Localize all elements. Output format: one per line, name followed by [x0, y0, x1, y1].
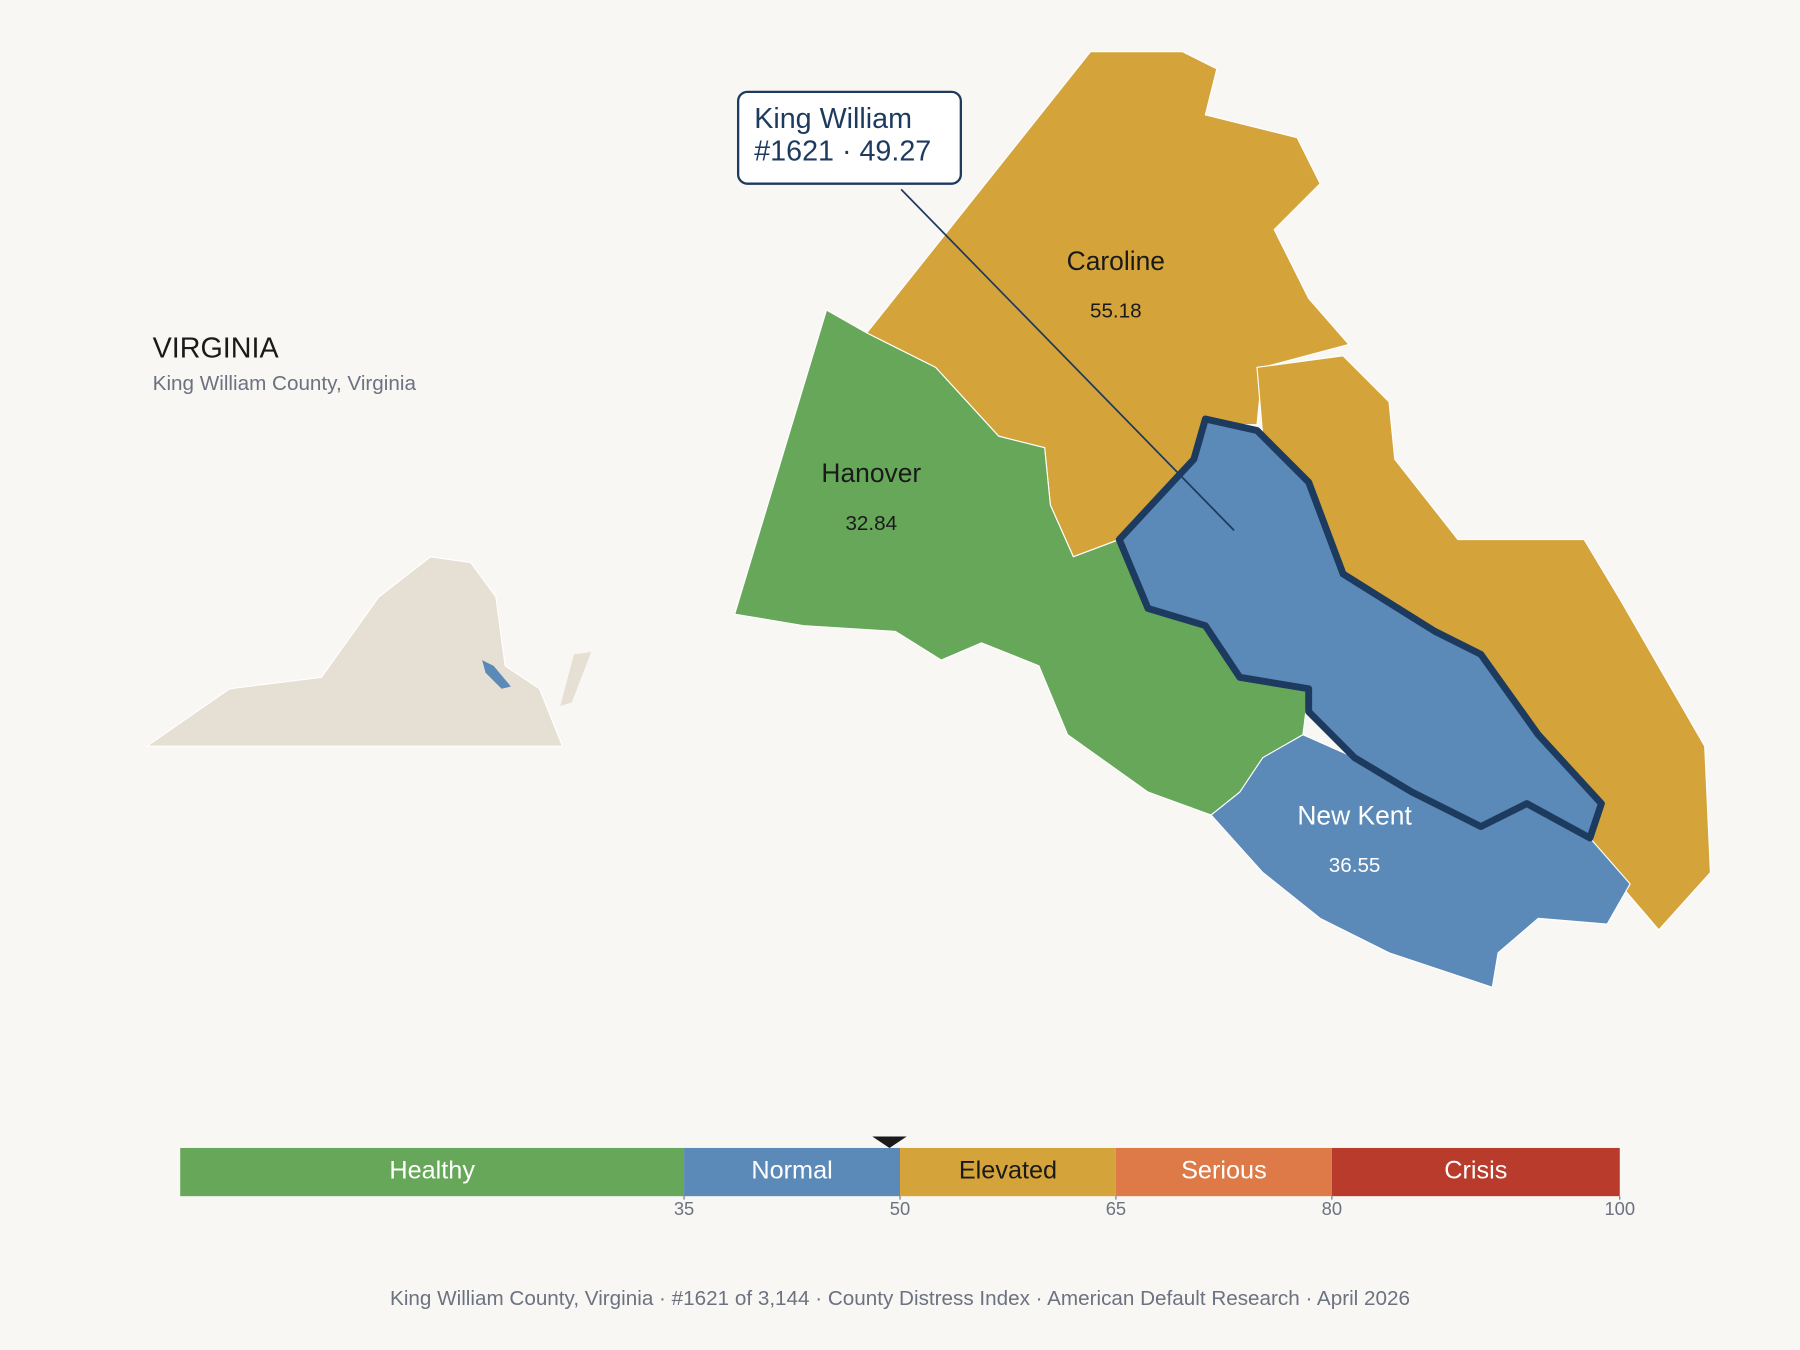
- tick-label: 80: [1322, 1198, 1342, 1219]
- band-label: Crisis: [1444, 1157, 1507, 1185]
- band-label: Healthy: [389, 1157, 475, 1185]
- footer: King William County, Virginia · #1621 of…: [390, 1287, 1410, 1310]
- distress-scale: Healthy Normal Elevated Serious Crisis 35 50 65…: [180, 1136, 1635, 1219]
- county-name: New Kent: [1297, 800, 1412, 830]
- king-william-shape: [1115, 415, 1605, 842]
- scale-band: [900, 1147, 1116, 1197]
- tick-label: 100: [1604, 1198, 1635, 1219]
- band-label: Serious: [1181, 1157, 1267, 1185]
- band-label: Normal: [751, 1157, 832, 1185]
- county-value: 36.55: [1329, 854, 1381, 877]
- county-map: [733, 51, 1712, 989]
- callout-detail: #1621 · 49.27: [754, 135, 931, 167]
- score-marker: [872, 1136, 907, 1148]
- scale-band: [1115, 1147, 1332, 1197]
- tick-label: 65: [1106, 1198, 1126, 1219]
- highlight-county: [482, 660, 511, 689]
- county-name: Caroline: [1067, 246, 1165, 276]
- county-value: 55.18: [1090, 300, 1142, 323]
- state-title: VIRGINIA: [153, 333, 280, 365]
- state-map: [145, 556, 592, 747]
- band-label: Elevated: [959, 1157, 1057, 1185]
- tick-label: 50: [890, 1198, 910, 1219]
- callout-box: [736, 90, 962, 185]
- scale-band: [684, 1147, 900, 1197]
- callout-leader: [900, 188, 1235, 531]
- county-name: Hanover: [821, 458, 921, 488]
- county-labels: Caroline 55.18 Hanover 32.84 New Kent 36.55: [821, 246, 1412, 877]
- county-value: 32.84: [845, 512, 897, 535]
- state-subtitle: King William County, Virginia: [153, 372, 417, 395]
- eastern-shore: [560, 652, 592, 706]
- virginia-shape: [145, 556, 564, 747]
- scale-band: [180, 1147, 685, 1197]
- tick-label: 35: [674, 1198, 694, 1219]
- callout-name: King William: [754, 103, 912, 135]
- scale-band: [1331, 1147, 1620, 1197]
